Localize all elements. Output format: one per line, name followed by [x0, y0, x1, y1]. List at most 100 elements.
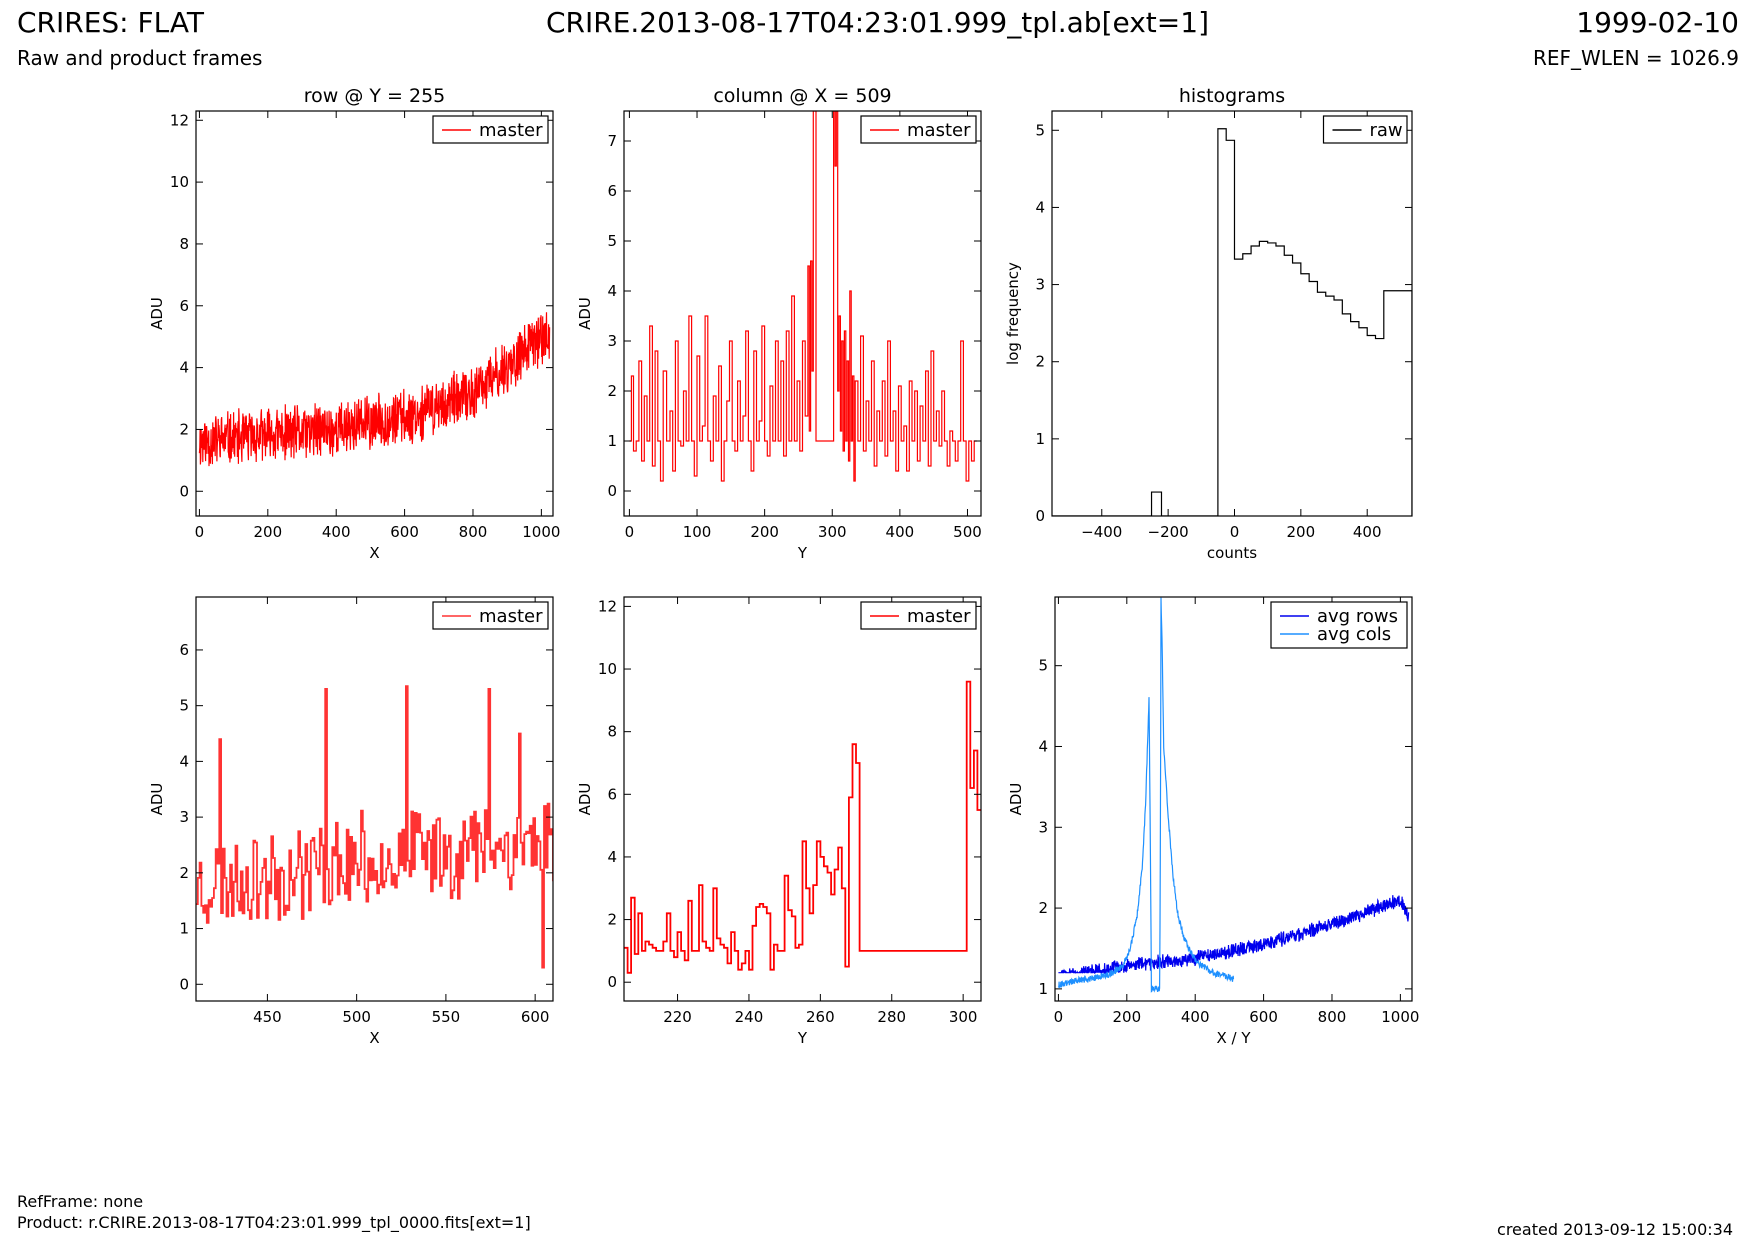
y-tick-label: 4: [607, 848, 617, 866]
x-tick-label: 800: [459, 523, 488, 541]
legend-label: avg rows: [1317, 606, 1398, 627]
y-tick-label: 8: [179, 235, 189, 253]
y-tick-label: 2: [1035, 353, 1045, 371]
plot-frame: [1051, 110, 1413, 517]
legend: master: [432, 601, 549, 630]
y-tick-label: 2: [179, 420, 189, 438]
series-master: [624, 680, 981, 974]
x-tick-label: 300: [949, 1008, 978, 1026]
x-tick-label: 0: [1230, 523, 1240, 541]
series-avg-cols: [1057, 597, 1235, 993]
plot-frame: [195, 596, 554, 1002]
plot-frame: [1054, 596, 1413, 1002]
x-tick-label: 220: [663, 1008, 692, 1026]
x-tick-label: 400: [1181, 1008, 1210, 1026]
x-tick-label: 450: [253, 1008, 282, 1026]
plot-frame: [623, 596, 982, 1002]
y-tick-label: 4: [607, 282, 617, 300]
y-tick-label: 7: [607, 132, 617, 150]
y-tick-label: 0: [607, 973, 617, 991]
y-tick-label: 5: [1035, 121, 1045, 139]
x-axis-label: counts: [1207, 544, 1257, 562]
y-axis-label: ADU: [148, 783, 166, 816]
x-tick-label: 600: [1249, 1008, 1278, 1026]
legend: raw: [1322, 115, 1408, 144]
y-tick-label: 0: [179, 975, 189, 993]
y-tick-label: 0: [179, 482, 189, 500]
plot-colzoom: 220 240 260 280 300 0 2 4 6 8 10 12 Y ADU master: [576, 596, 982, 1047]
x-tick-label: 500: [342, 1008, 371, 1026]
legend-label: master: [479, 120, 543, 141]
x-tick-label: 0: [625, 523, 635, 541]
y-tick-label: 2: [607, 382, 617, 400]
legend-label: master: [907, 606, 971, 627]
x-tick-label: 300: [818, 523, 847, 541]
report-title: CRIRES: FLAT: [17, 6, 204, 39]
series-raw: [1052, 128, 1412, 516]
x-tick-label: 200: [253, 523, 282, 541]
y-tick-label: 5: [179, 697, 189, 715]
plot-frame: [195, 110, 554, 517]
x-tick-label: 200: [750, 523, 779, 541]
plot-colzoom-data: [624, 680, 981, 974]
x-tick-label: 200: [1112, 1008, 1141, 1026]
y-tick-label: 6: [179, 297, 189, 315]
y-tick-label: 5: [607, 232, 617, 250]
series-master: [198, 312, 551, 467]
y-tick-label: 1: [1038, 980, 1048, 998]
product-label: Product: r.CRIRE.2013-08-17T04:23:01.999…: [17, 1213, 531, 1232]
y-tick-label: 4: [1035, 198, 1045, 216]
x-tick-label: 240: [735, 1008, 764, 1026]
x-tick-label: 550: [432, 1008, 461, 1026]
y-tick-label: 3: [1038, 818, 1048, 836]
y-tick-label: 12: [598, 597, 617, 615]
series-avg-rows: [1058, 895, 1410, 975]
series-master: [629, 111, 977, 482]
x-axis-label: X: [369, 1029, 379, 1047]
x-tick-label: 0: [195, 523, 205, 541]
ref-frame-label: RefFrame: none: [17, 1192, 144, 1211]
plot-row: 0 200 400 600 800 1000 0 2 4 6 8 10 12 row @ Y = 255 X…: [148, 85, 560, 562]
plot-column: 0 100 200 300 400 500 0 1 2 3 4 5 6 7 column @ X = 509…: [576, 85, 982, 562]
plot-frame: [623, 110, 982, 517]
x-tick-label: 280: [877, 1008, 906, 1026]
y-axis-label: log frequency: [1004, 262, 1022, 365]
x-tick-label: 400: [322, 523, 351, 541]
y-axis-label: ADU: [1007, 783, 1025, 816]
x-tick-label: 200: [1287, 523, 1316, 541]
created-timestamp: created 2013-09-12 15:00:34: [1497, 1220, 1733, 1239]
plot-hist-data: [1052, 128, 1412, 516]
y-tick-label: 5: [1038, 657, 1048, 675]
x-tick-label: 100: [683, 523, 712, 541]
plot-rowzoom: 450 500 550 600 0 1 2 3 4 5 6 X ADU master: [148, 596, 554, 1047]
y-tick-label: 3: [179, 808, 189, 826]
observation-date: 1999-02-10: [1576, 6, 1739, 39]
y-tick-label: 2: [179, 864, 189, 882]
x-tick-label: 260: [806, 1008, 835, 1026]
plot-title: row @ Y = 255: [304, 85, 446, 107]
series-master: [196, 685, 553, 969]
x-axis-label: Y: [797, 544, 808, 562]
y-tick-label: 0: [1035, 507, 1045, 525]
x-axis-label: Y: [797, 1029, 808, 1047]
y-tick-label: 1: [607, 432, 617, 450]
plot-column-data: [629, 111, 977, 482]
file-name: CRIRE.2013-08-17T04:23:01.999_tpl.ab[ext…: [545, 6, 1209, 39]
y-tick-label: 6: [607, 785, 617, 803]
y-tick-label: 2: [1038, 899, 1048, 917]
x-tick-label: 1000: [1381, 1008, 1419, 1026]
y-axis-label: ADU: [148, 297, 166, 330]
plot-title: histograms: [1179, 85, 1285, 107]
y-tick-label: 4: [179, 752, 189, 770]
y-tick-label: 10: [170, 173, 189, 191]
y-tick-label: 2: [607, 911, 617, 929]
x-tick-label: 600: [390, 523, 419, 541]
plot-rowzoom-data: [196, 685, 553, 969]
x-tick-label: 400: [886, 523, 915, 541]
y-axis-label: ADU: [576, 297, 594, 330]
y-tick-label: 10: [598, 660, 617, 678]
report-subtitle: Raw and product frames: [17, 46, 263, 70]
y-tick-label: 4: [1038, 737, 1048, 755]
